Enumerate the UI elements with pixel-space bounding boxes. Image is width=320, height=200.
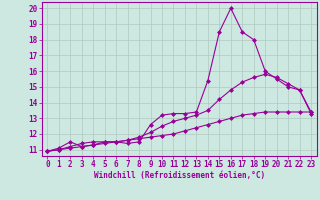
X-axis label: Windchill (Refroidissement éolien,°C): Windchill (Refroidissement éolien,°C): [94, 171, 265, 180]
